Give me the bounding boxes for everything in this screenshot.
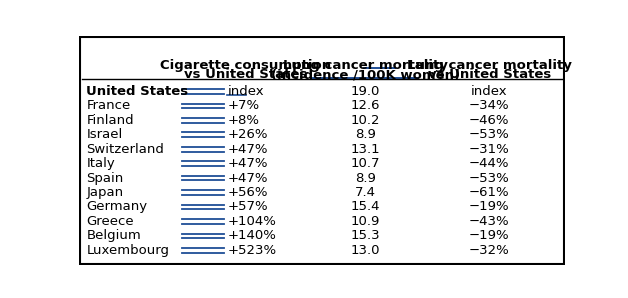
Text: +140%: +140%: [227, 229, 276, 242]
Text: +47%: +47%: [227, 143, 268, 156]
Text: −19%: −19%: [469, 229, 509, 242]
Text: Finland: Finland: [86, 114, 134, 127]
Text: (incidence /100K women): (incidence /100K women): [271, 68, 460, 81]
Text: Germany: Germany: [86, 201, 148, 213]
Text: Israel: Israel: [86, 128, 122, 141]
Text: +56%: +56%: [227, 186, 268, 199]
Text: Luxembourg: Luxembourg: [86, 244, 170, 257]
Text: 10.7: 10.7: [350, 157, 380, 170]
Text: −32%: −32%: [469, 244, 510, 257]
Text: 15.4: 15.4: [350, 201, 380, 213]
Text: Spain: Spain: [86, 172, 124, 185]
Text: +47%: +47%: [227, 157, 268, 170]
Text: Switzerland: Switzerland: [86, 143, 164, 156]
Text: Lung cancer mortality: Lung cancer mortality: [283, 59, 448, 72]
Text: France: France: [86, 100, 131, 112]
Text: Greece: Greece: [86, 215, 134, 228]
Text: −61%: −61%: [469, 186, 509, 199]
Text: Italy: Italy: [86, 157, 115, 170]
Text: −44%: −44%: [469, 157, 509, 170]
Text: index: index: [471, 85, 507, 98]
Text: +57%: +57%: [227, 201, 268, 213]
Text: +7%: +7%: [227, 100, 259, 112]
Text: +26%: +26%: [227, 128, 268, 141]
Text: 8.9: 8.9: [355, 128, 376, 141]
Text: 10.9: 10.9: [350, 215, 380, 228]
Text: −31%: −31%: [469, 143, 510, 156]
Text: 8.9: 8.9: [355, 172, 376, 185]
Text: vs United States: vs United States: [183, 68, 306, 81]
Text: Cigarette consumption: Cigarette consumption: [160, 59, 331, 72]
Text: United States: United States: [86, 85, 188, 98]
Text: 13.1: 13.1: [350, 143, 380, 156]
Text: 7.4: 7.4: [355, 186, 376, 199]
FancyBboxPatch shape: [80, 37, 564, 264]
Text: −53%: −53%: [469, 172, 510, 185]
Text: 12.6: 12.6: [350, 100, 380, 112]
Text: index: index: [227, 85, 264, 98]
Text: +47%: +47%: [227, 172, 268, 185]
Text: −53%: −53%: [469, 128, 510, 141]
Text: 10.2: 10.2: [350, 114, 380, 127]
Text: +104%: +104%: [227, 215, 276, 228]
Text: 19.0: 19.0: [350, 85, 380, 98]
Text: Belgium: Belgium: [86, 229, 141, 242]
Text: Lung cancer mortality: Lung cancer mortality: [407, 59, 571, 72]
Text: −19%: −19%: [469, 201, 509, 213]
Text: vs United States: vs United States: [428, 68, 551, 81]
Text: −46%: −46%: [469, 114, 509, 127]
Text: +8%: +8%: [227, 114, 259, 127]
Text: −43%: −43%: [469, 215, 509, 228]
Text: 13.0: 13.0: [350, 244, 380, 257]
Text: 15.3: 15.3: [350, 229, 380, 242]
Text: +523%: +523%: [227, 244, 276, 257]
Text: Japan: Japan: [86, 186, 123, 199]
Text: −34%: −34%: [469, 100, 509, 112]
